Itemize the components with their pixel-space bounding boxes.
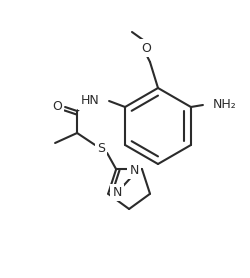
Text: N: N [129, 164, 138, 177]
Text: NH₂: NH₂ [212, 98, 236, 111]
Text: HN: HN [80, 95, 99, 108]
Text: O: O [140, 41, 150, 54]
Text: O: O [52, 101, 62, 113]
Text: N: N [112, 186, 121, 199]
Text: S: S [97, 143, 105, 155]
